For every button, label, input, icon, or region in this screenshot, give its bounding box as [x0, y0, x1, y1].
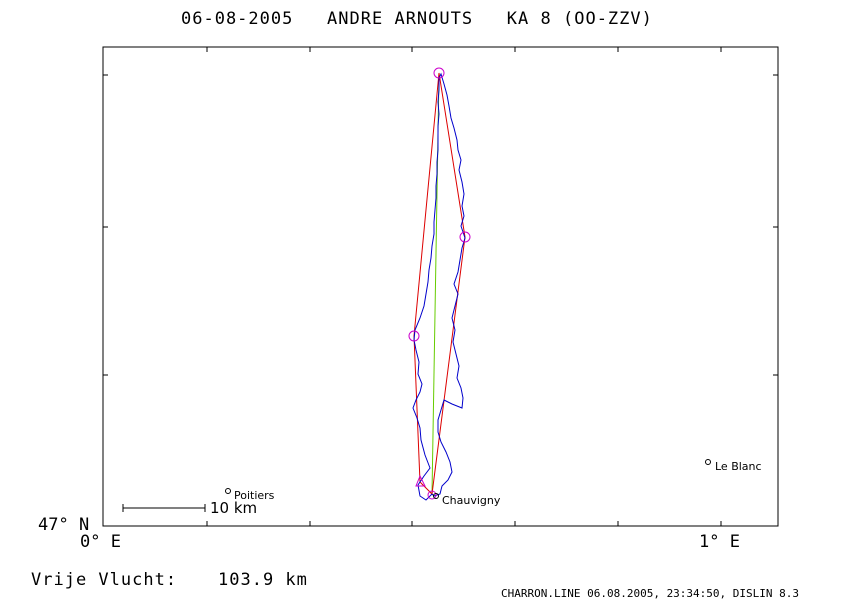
- place-label: Le Blanc: [715, 460, 762, 473]
- x-tick-label: 0° E: [80, 532, 121, 552]
- town-dot-icon: [433, 493, 439, 499]
- distance-value: 103.9 km: [218, 570, 308, 590]
- turnpoint-circle-icon: [427, 490, 437, 500]
- start-triangle-icon: [415, 474, 426, 487]
- turnpoint-circle-icon: [408, 330, 420, 342]
- axis-ticks: [103, 47, 778, 526]
- place-label: Poitiers: [234, 489, 275, 502]
- y-tick-label: 47° N: [38, 515, 90, 535]
- x-tick-label: 1° E: [699, 532, 740, 552]
- gps-track: [412, 72, 466, 501]
- task-route: [413, 72, 466, 496]
- plot-frame: [102, 46, 779, 527]
- turnpoint-circle-icon: [433, 67, 445, 79]
- chart-title: 06-08-2005 ANDRE ARNOUTS KA 8 (OO-ZZV): [181, 9, 653, 29]
- scale-bar-label: 10 km: [210, 499, 258, 517]
- scale-bar: [122, 504, 206, 512]
- place-label: Chauvigny: [442, 494, 501, 507]
- distance-label: Vrije Vlucht:: [31, 570, 178, 590]
- turnpoint-circle-icon: [459, 231, 471, 243]
- town-dot-icon: [705, 459, 711, 465]
- footer-info: CHARRON.LINE 06.08.2005, 23:34:50, DISLI…: [501, 587, 800, 600]
- town-dot-icon: [225, 488, 231, 494]
